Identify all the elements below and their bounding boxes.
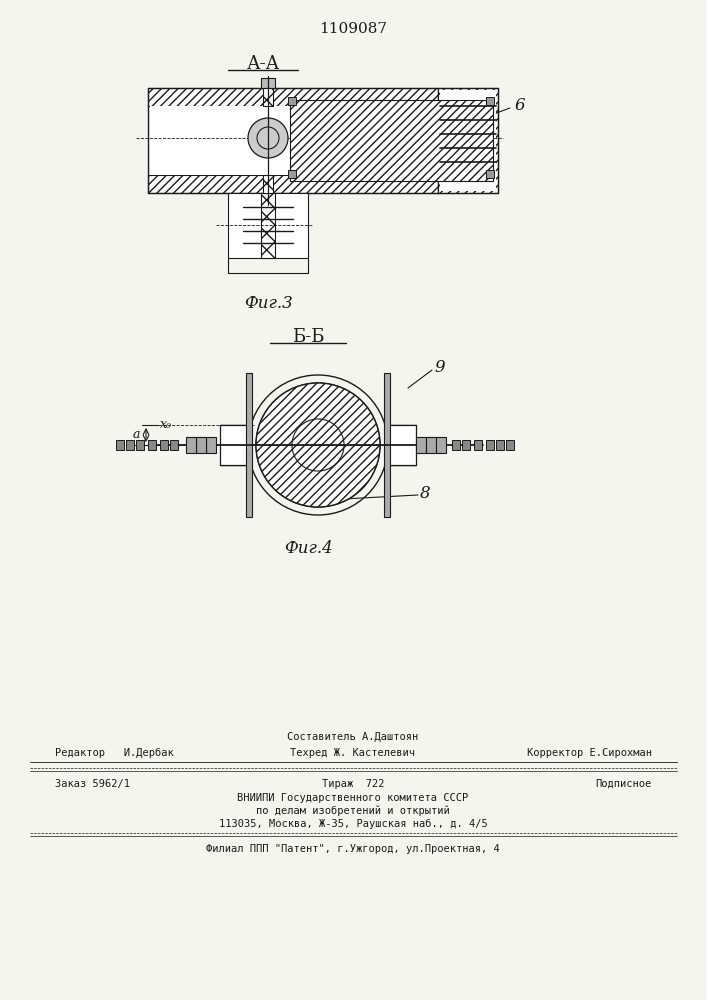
Bar — [116, 440, 124, 450]
Text: Тираж  722: Тираж 722 — [322, 779, 384, 789]
Text: Составитель А.Даштоян: Составитель А.Даштоян — [287, 732, 419, 742]
Bar — [486, 170, 494, 178]
Bar — [263, 88, 273, 106]
Bar — [462, 440, 470, 450]
Text: по делам изобретений и открытий: по делам изобретений и открытий — [256, 806, 450, 816]
Bar — [261, 193, 275, 258]
Circle shape — [248, 118, 288, 158]
Bar — [126, 440, 134, 450]
Text: 1109087: 1109087 — [319, 22, 387, 36]
Bar — [506, 440, 514, 450]
Text: Редактор   И.Дербак: Редактор И.Дербак — [55, 748, 174, 758]
Bar — [246, 373, 252, 517]
Bar — [474, 440, 482, 450]
Text: Филиал ППП "Патент", г.Ужгород, ул.Проектная, 4: Филиал ППП "Патент", г.Ужгород, ул.Проек… — [206, 844, 500, 854]
Text: Б-Б: Б-Б — [292, 328, 325, 346]
Bar — [438, 88, 498, 193]
Bar — [288, 170, 296, 178]
Bar — [186, 437, 196, 453]
Bar — [388, 425, 416, 465]
Bar — [170, 440, 178, 450]
Bar — [426, 437, 436, 453]
Text: Заказ 5962/1: Заказ 5962/1 — [55, 779, 130, 789]
Circle shape — [256, 383, 380, 507]
Bar — [148, 88, 438, 106]
Text: ВНИИПИ Государственного комитета СССР: ВНИИПИ Государственного комитета СССР — [238, 793, 469, 803]
Circle shape — [256, 383, 380, 507]
Text: 113035, Москва, Ж-35, Раушская наб., д. 4/5: 113035, Москва, Ж-35, Раушская наб., д. … — [218, 819, 487, 829]
Text: а: а — [132, 428, 140, 442]
Bar — [486, 440, 494, 450]
Text: Фиг.4: Фиг.4 — [284, 540, 332, 557]
Text: Фиг.3: Фиг.3 — [244, 295, 293, 312]
Bar — [496, 440, 504, 450]
Bar — [263, 175, 273, 193]
Bar — [452, 440, 460, 450]
Text: А-А: А-А — [246, 55, 280, 73]
Bar — [148, 175, 438, 193]
Bar — [160, 440, 168, 450]
Bar — [440, 90, 496, 191]
Bar — [416, 437, 426, 453]
Text: Техред Ж. Кастелевич: Техред Ж. Кастелевич — [291, 748, 416, 758]
Bar — [196, 437, 206, 453]
Bar — [206, 437, 216, 453]
Text: 8: 8 — [420, 485, 431, 502]
Bar — [261, 78, 275, 88]
Bar — [384, 373, 390, 517]
Text: х₀: х₀ — [160, 418, 172, 430]
Text: 9: 9 — [434, 359, 445, 375]
Bar — [136, 440, 144, 450]
Text: Подписное: Подписное — [596, 779, 652, 789]
Bar — [228, 193, 308, 258]
Text: Корректор Е.Сирохман: Корректор Е.Сирохман — [527, 748, 652, 758]
Text: 6: 6 — [515, 98, 525, 114]
Bar — [150, 106, 436, 175]
Bar — [288, 97, 296, 105]
Bar — [220, 425, 248, 465]
Bar — [148, 440, 156, 450]
Bar — [290, 100, 493, 181]
Bar — [436, 437, 446, 453]
Bar — [486, 97, 494, 105]
